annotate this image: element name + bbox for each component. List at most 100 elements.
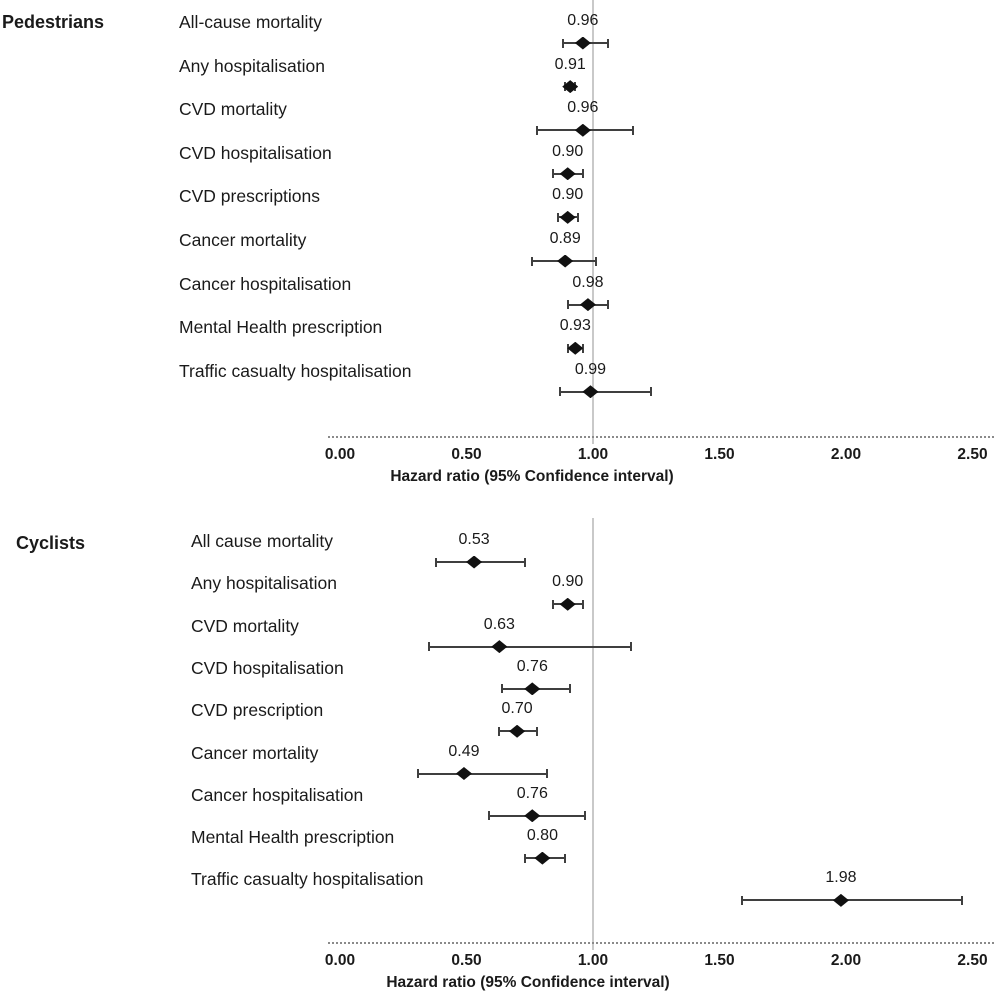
row-label: Cancer mortality (179, 230, 307, 250)
point-estimate-diamond (559, 210, 576, 224)
row-label: Mental Health prescription (191, 827, 395, 848)
point-estimate-diamond (524, 682, 541, 696)
point-estimate-diamond (832, 893, 849, 907)
ci-cap-left (561, 38, 564, 48)
hr-value-label: 0.93 (559, 317, 591, 335)
hr-value-label: 0.96 (567, 99, 599, 117)
point-estimate-diamond (559, 167, 576, 181)
row-label: All-cause mortality (179, 12, 322, 32)
ci-cap-right (961, 895, 964, 905)
hr-value-label: 0.80 (526, 827, 558, 845)
ci-cap-right (594, 256, 597, 266)
x-axis-tick-label: 0.50 (451, 446, 482, 463)
row-label: Traffic casualty hospitalisation (179, 360, 412, 381)
row-label: Cancer mortality (191, 742, 319, 763)
ci-cap-left (523, 853, 526, 863)
ci-cap-right (581, 599, 584, 609)
ci-cap-left (536, 125, 539, 135)
x-axis-tick-label: 2.00 (830, 446, 862, 463)
ci-cap-left (559, 387, 562, 397)
x-axis-tick-label: 2.00 (830, 952, 862, 969)
confidence-interval-line (418, 772, 548, 775)
hr-value-label: 1.98 (825, 869, 857, 887)
point-estimate-diamond (557, 254, 574, 268)
ci-cap-left (488, 811, 491, 821)
hr-value-label: 0.90 (552, 186, 584, 204)
hr-value-label: 0.53 (458, 531, 490, 548)
x-axis-tick-label: 1.50 (704, 446, 735, 463)
point-estimate-diamond (524, 809, 541, 823)
point-estimate-diamond (567, 341, 584, 355)
x-axis-tick-label: 0.00 (324, 952, 356, 969)
point-estimate-diamond (562, 80, 579, 94)
group-label-pedestrians: Pedestrians (2, 12, 105, 32)
hr-value-label: 0.63 (483, 615, 515, 633)
ci-cap-left (551, 169, 554, 179)
hr-value-label: 0.99 (574, 360, 607, 378)
point-estimate-diamond (491, 640, 508, 654)
row-label: All cause mortality (191, 531, 333, 551)
ci-cap-left (531, 256, 534, 266)
ci-cap-left (498, 726, 501, 736)
x-axis-dotted-line (328, 942, 994, 944)
ci-cap-right (536, 726, 539, 736)
row-label: Any hospitalisation (179, 55, 325, 76)
ci-cap-left (551, 599, 554, 609)
point-estimate-diamond (582, 385, 599, 399)
point-estimate-diamond (574, 36, 591, 50)
ci-cap-right (523, 557, 526, 567)
hr-value-label: 0.76 (516, 657, 548, 675)
hr-value-label: 0.98 (572, 273, 604, 291)
ci-cap-left (500, 684, 503, 694)
reference-line-hr-1 (592, 0, 594, 444)
ci-cap-right (576, 212, 579, 222)
row-label: Cancer hospitalisation (179, 273, 352, 294)
group-label-cyclists: Cyclists (16, 533, 86, 553)
x-axis-title-cyclists: Hazard ratio (95% Confidence interval) (386, 974, 670, 991)
ci-cap-right (564, 853, 567, 863)
hr-value-label: 0.49 (448, 742, 480, 760)
x-axis-tick-label: 2.50 (957, 952, 988, 969)
point-estimate-diamond (466, 555, 483, 569)
hr-value-label: 0.90 (552, 573, 584, 591)
confidence-interval-line (742, 899, 963, 902)
ci-cap-right (629, 642, 632, 652)
ci-cap-left (427, 642, 430, 652)
hr-value-label: 0.90 (552, 142, 584, 160)
x-axis-tick-label: 1.00 (577, 952, 609, 969)
row-label: CVD prescription (191, 700, 324, 721)
ci-cap-right (546, 769, 549, 778)
hr-value-label: 0.89 (549, 230, 581, 247)
ci-cap-right (632, 125, 635, 135)
x-axis-title-pedestrians: Hazard ratio (95% Confidence interval) (390, 468, 674, 485)
ci-cap-right (584, 811, 587, 821)
ci-cap-left (417, 769, 420, 778)
hr-value-label: 0.70 (501, 700, 533, 718)
ci-cap-left (741, 895, 744, 905)
point-estimate-diamond (579, 298, 596, 312)
hr-value-label: 0.96 (567, 12, 599, 29)
x-axis-tick-label: 1.00 (577, 446, 609, 463)
row-label: Any hospitalisation (191, 573, 337, 594)
reference-line-hr-1 (592, 518, 594, 950)
row-label: CVD prescriptions (179, 186, 321, 207)
row-label: CVD hospitalisation (179, 142, 332, 163)
point-estimate-diamond (534, 851, 551, 865)
x-axis-tick-label: 2.50 (957, 446, 988, 463)
row-label: Mental Health prescription (179, 317, 383, 338)
hr-value-label: 0.91 (554, 55, 586, 73)
ci-cap-left (566, 300, 569, 310)
row-label: Cancer hospitalisation (191, 784, 364, 805)
x-axis-tick-label: 0.50 (451, 952, 482, 969)
point-estimate-diamond (455, 767, 472, 780)
ci-cap-right (607, 38, 610, 48)
ci-cap-right (607, 300, 610, 310)
point-estimate-diamond (574, 123, 591, 137)
point-estimate-diamond (559, 597, 576, 611)
ci-cap-left (556, 212, 559, 222)
row-label: Traffic casualty hospitalisation (191, 869, 424, 890)
ci-cap-right (581, 169, 584, 179)
